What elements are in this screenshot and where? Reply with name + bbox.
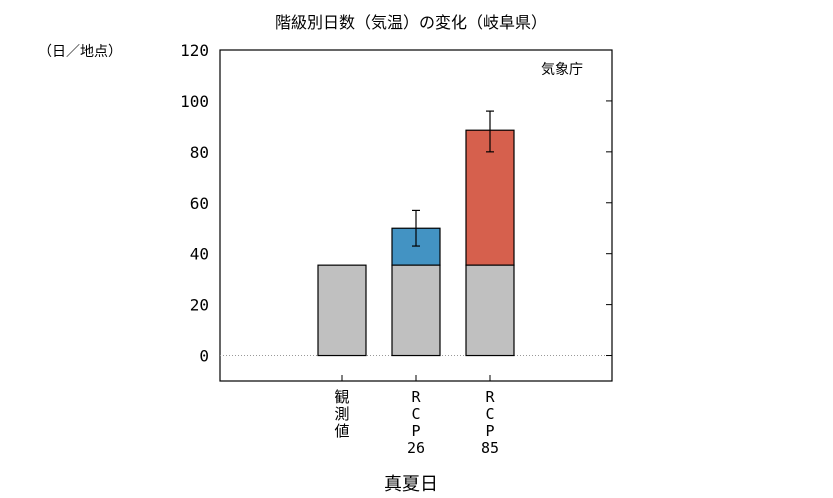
x-tick-label: P — [485, 422, 494, 440]
y-tick-label: 20 — [190, 296, 209, 315]
y-tick-label: 120 — [180, 41, 209, 60]
x-tick-label: 観 — [334, 388, 349, 406]
x-tick-label: R — [411, 388, 421, 406]
y-axis: 0 20 40 60 80 100 120 — [180, 41, 612, 366]
x-tick-label: 測 — [334, 405, 349, 423]
y-tick-label: 100 — [180, 92, 209, 111]
chart-title: 階級別日数（気温）の変化（岐阜県） — [275, 13, 547, 32]
x-tick-label: R — [485, 388, 495, 406]
source-annotation: 気象庁 — [541, 62, 583, 78]
x-tick-label: 85 — [481, 439, 499, 457]
y-axis-unit-label: （日／地点） — [38, 44, 122, 60]
x-tick-label: C — [411, 405, 420, 423]
x-axis-title: 真夏日 — [384, 474, 438, 495]
bar-base — [465, 264, 515, 357]
y-tick-label: 80 — [190, 143, 209, 162]
x-tick-label: C — [485, 405, 494, 423]
bar-base — [391, 264, 441, 357]
x-tick-label: 26 — [407, 439, 425, 457]
y-tick-label: 60 — [190, 194, 209, 213]
bar-base — [317, 264, 367, 357]
y-tick-label: 0 — [199, 347, 209, 366]
bars — [317, 110, 515, 381]
x-tick-label: P — [411, 422, 420, 440]
y-tick-label: 40 — [190, 245, 209, 264]
x-tick-label: 値 — [334, 422, 349, 440]
bar-increase — [465, 129, 515, 266]
